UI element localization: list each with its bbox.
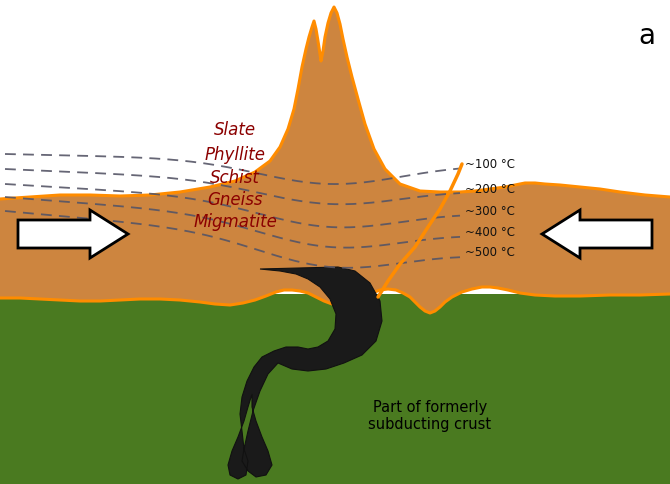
Text: Gneiss: Gneiss: [207, 191, 263, 209]
Text: ~100 °C: ~100 °C: [465, 158, 515, 171]
Text: Phyllite: Phyllite: [204, 146, 265, 164]
Text: ~300 °C: ~300 °C: [465, 205, 515, 218]
Text: ~200 °C: ~200 °C: [465, 183, 515, 196]
Polygon shape: [228, 268, 382, 479]
Text: ~400 °C: ~400 °C: [465, 226, 515, 239]
FancyArrow shape: [542, 211, 652, 258]
Text: Part of formerly
subducting crust: Part of formerly subducting crust: [369, 399, 492, 432]
Text: ~500 °C: ~500 °C: [465, 246, 515, 259]
Text: Migmatite: Migmatite: [193, 212, 277, 230]
Text: a: a: [638, 22, 655, 50]
Text: Slate: Slate: [214, 121, 256, 139]
Polygon shape: [0, 8, 670, 313]
Polygon shape: [0, 294, 670, 484]
Text: Schist: Schist: [210, 168, 260, 187]
FancyArrow shape: [18, 211, 128, 258]
